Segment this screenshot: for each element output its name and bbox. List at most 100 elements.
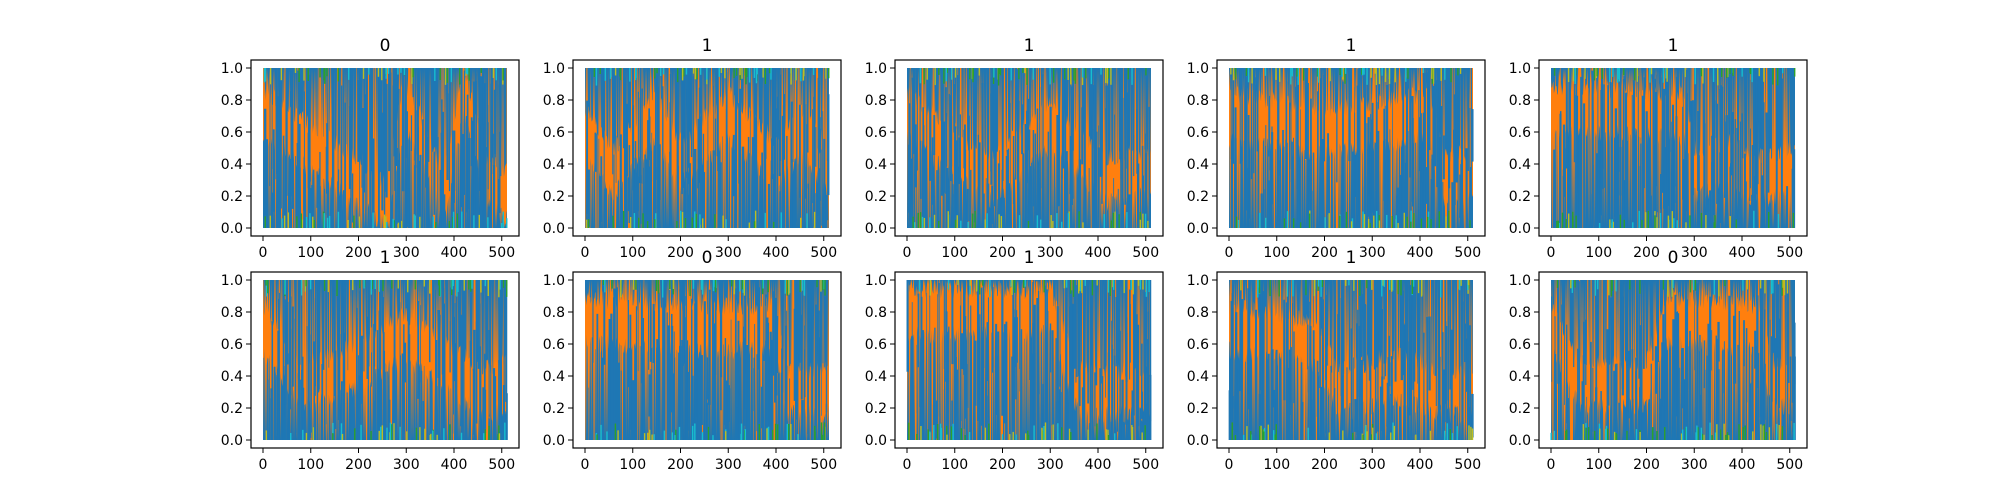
subplot-5: 1 0.0 0.2 0.4 0.6 0.8 1.0 0 100 200 300 400 500 xyxy=(221,248,520,473)
y-tick-label: 0.8 xyxy=(1509,305,1531,321)
y-tick-label: 0.8 xyxy=(543,305,565,321)
y-tick-label: 0.0 xyxy=(1509,221,1531,237)
y-tick-label: 0.8 xyxy=(221,93,243,109)
x-tick-label: 500 xyxy=(810,457,837,473)
y-tick-label: 0.6 xyxy=(543,125,565,141)
subplot-6: 0 0.0 0.2 0.4 0.6 0.8 1.0 0 100 200 300 400 500 xyxy=(543,248,842,473)
x-tick-label: 200 xyxy=(1633,245,1660,261)
y-tick-label: 0.6 xyxy=(221,337,243,353)
subplot-2: 1 0.0 0.2 0.4 0.6 0.8 1.0 0 100 200 300 400 500 xyxy=(865,36,1164,261)
y-tick-label: 0.4 xyxy=(221,157,243,173)
series-area-7 xyxy=(906,280,1152,440)
x-tick-label: 200 xyxy=(345,457,372,473)
series-area-8 xyxy=(1228,280,1474,440)
y-tick-label: 1.0 xyxy=(1509,273,1531,289)
x-tick-label: 300 xyxy=(715,457,742,473)
y-tick-label: 1.0 xyxy=(543,273,565,289)
subplot-4: 1 0.0 0.2 0.4 0.6 0.8 1.0 0 100 200 300 400 500 xyxy=(1509,36,1808,261)
x-tick-label: 0 xyxy=(581,245,590,261)
x-tick-label: 100 xyxy=(297,245,324,261)
y-tick-label: 0.4 xyxy=(865,157,887,173)
x-tick-label: 500 xyxy=(1776,457,1803,473)
x-tick-label: 400 xyxy=(1407,457,1434,473)
x-tick-label: 500 xyxy=(1454,245,1481,261)
x-tick-label: 0 xyxy=(259,457,268,473)
x-tick-label: 0 xyxy=(581,457,590,473)
y-tick-label: 0.2 xyxy=(865,189,887,205)
x-tick-label: 100 xyxy=(941,245,968,261)
x-tick-label: 200 xyxy=(1311,457,1338,473)
series-area-4 xyxy=(1551,68,1796,228)
series-area-9 xyxy=(1550,280,1796,440)
y-tick-label: 0.0 xyxy=(543,433,565,449)
y-tick-label: 0.0 xyxy=(1187,433,1209,449)
y-tick-label: 0.0 xyxy=(221,221,243,237)
axes-frame xyxy=(250,59,520,237)
x-tick-label: 100 xyxy=(1263,457,1290,473)
x-tick-label: 100 xyxy=(619,457,646,473)
y-tick-label: 0.0 xyxy=(221,433,243,449)
x-tick-label: 100 xyxy=(941,457,968,473)
axes-frame xyxy=(572,271,842,449)
x-tick-label: 200 xyxy=(667,457,694,473)
y-tick-label: 0.4 xyxy=(865,369,887,385)
y-tick-label: 0.6 xyxy=(865,125,887,141)
x-tick-label: 200 xyxy=(345,245,372,261)
series-area-1 xyxy=(585,68,830,228)
x-tick-label: 0 xyxy=(259,245,268,261)
x-tick-label: 300 xyxy=(1359,245,1386,261)
x-tick-label: 400 xyxy=(763,457,790,473)
axes-frame xyxy=(1538,59,1808,237)
subplot-title: 1 xyxy=(1668,36,1679,56)
subplot-title: 0 xyxy=(1668,248,1679,268)
y-tick-label: 1.0 xyxy=(221,273,243,289)
x-tick-label: 0 xyxy=(1547,245,1556,261)
axes-frame xyxy=(1538,271,1808,449)
y-tick-label: 0.4 xyxy=(221,369,243,385)
x-tick-label: 300 xyxy=(393,245,420,261)
x-tick-label: 0 xyxy=(903,457,912,473)
x-tick-label: 0 xyxy=(903,245,912,261)
subplot-title: 1 xyxy=(702,36,713,56)
subplot-1: 1 0.0 0.2 0.4 0.6 0.8 1.0 0 100 200 300 400 500 xyxy=(543,36,842,261)
y-tick-label: 0.2 xyxy=(221,401,243,417)
y-tick-label: 0.8 xyxy=(865,93,887,109)
x-tick-label: 300 xyxy=(1037,457,1064,473)
y-tick-label: 0.4 xyxy=(543,369,565,385)
x-tick-label: 500 xyxy=(1454,457,1481,473)
y-tick-label: 1.0 xyxy=(543,61,565,77)
x-tick-label: 500 xyxy=(488,457,515,473)
x-tick-label: 300 xyxy=(1681,245,1708,261)
subplot-0: 0 0.0 0.2 0.4 0.6 0.8 1.0 0 100 200 300 400 500 xyxy=(221,36,520,261)
y-tick-label: 0.8 xyxy=(1187,93,1209,109)
y-tick-label: 0.0 xyxy=(1187,221,1209,237)
series-area-3 xyxy=(1229,68,1474,228)
y-tick-label: 0.2 xyxy=(1187,401,1209,417)
x-tick-label: 500 xyxy=(1132,457,1159,473)
subplot-title: 0 xyxy=(702,248,713,268)
x-tick-label: 500 xyxy=(488,245,515,261)
y-tick-label: 0.8 xyxy=(221,305,243,321)
x-tick-label: 300 xyxy=(1681,457,1708,473)
x-tick-label: 400 xyxy=(1085,245,1112,261)
x-tick-label: 100 xyxy=(619,245,646,261)
series-area-6 xyxy=(585,280,829,440)
y-tick-label: 0.6 xyxy=(543,337,565,353)
y-tick-label: 0.6 xyxy=(1187,337,1209,353)
y-tick-label: 0.6 xyxy=(1187,125,1209,141)
axes-frame xyxy=(894,271,1164,449)
y-tick-label: 0.8 xyxy=(543,93,565,109)
series-area-0 xyxy=(263,68,508,228)
y-tick-label: 0.6 xyxy=(221,125,243,141)
y-tick-label: 0.4 xyxy=(543,157,565,173)
subplot-title: 1 xyxy=(1024,248,1035,268)
series-area-5 xyxy=(263,280,508,440)
y-tick-label: 0.0 xyxy=(543,221,565,237)
axes-frame xyxy=(1216,271,1486,449)
x-tick-label: 200 xyxy=(989,457,1016,473)
y-tick-label: 1.0 xyxy=(1509,61,1531,77)
x-tick-label: 500 xyxy=(1132,245,1159,261)
y-tick-label: 0.4 xyxy=(1187,369,1209,385)
subplot-title: 1 xyxy=(1024,36,1035,56)
